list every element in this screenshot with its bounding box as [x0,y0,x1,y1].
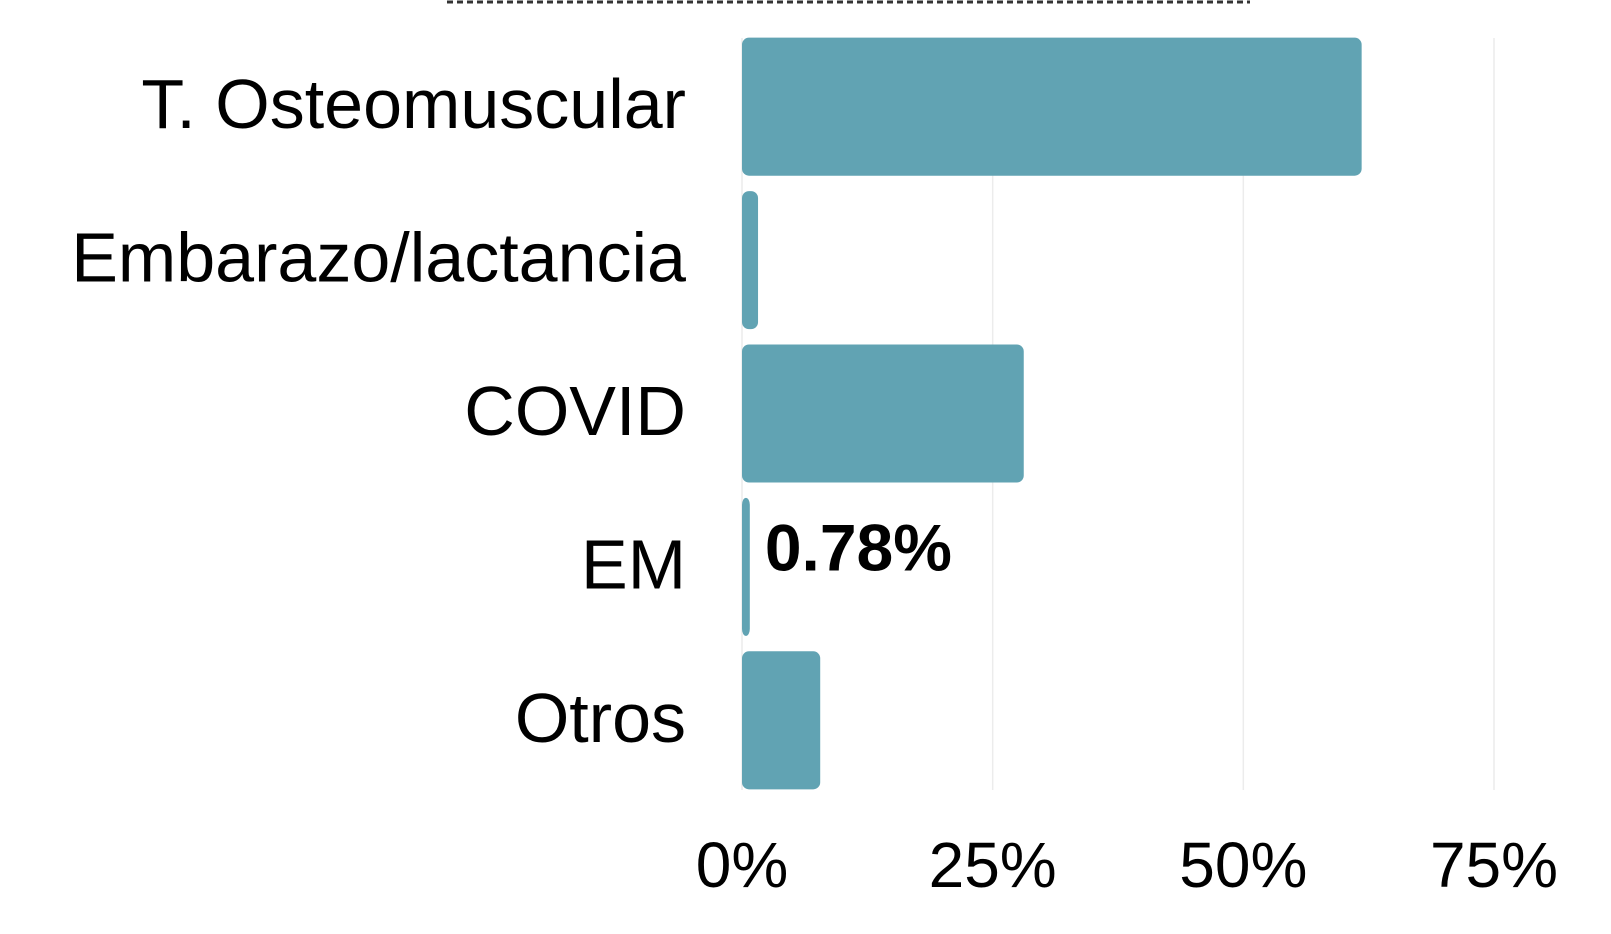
x-tick-label: 50% [1179,829,1307,901]
y-tick-label: Otros [515,679,686,757]
y-tick-label: T. Osteomuscular [141,65,686,143]
bar [742,651,821,790]
bar [742,344,1024,483]
x-tick-label: 0% [696,829,789,901]
y-tick-label: Embarazo/lactancia [71,219,686,297]
y-tick-label: EM [581,525,686,603]
value-label: 0.78% [765,510,952,584]
x-tick-label: 75% [1430,829,1558,901]
bar [742,191,759,330]
bar [742,37,1362,176]
x-tick-label: 25% [929,829,1057,901]
y-tick-label: COVID [464,372,686,450]
bar [742,497,750,636]
